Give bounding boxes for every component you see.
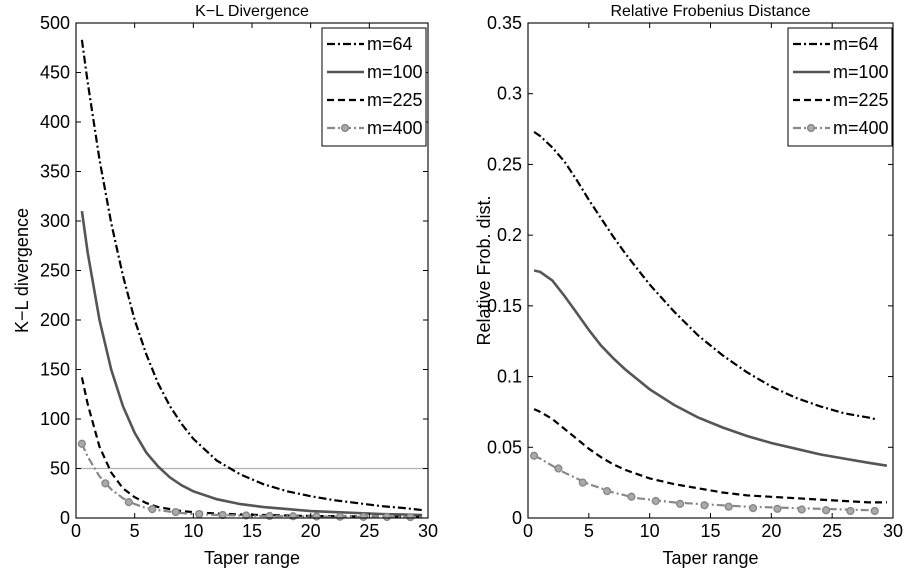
series-line-m-64 (533, 130, 876, 421)
marker-m-400 (101, 479, 110, 488)
marker-m-400 (846, 506, 855, 516)
y-tick-label: 350 (40, 162, 70, 182)
legend-label-m-225: m=225 (367, 90, 423, 110)
marker-m-400 (554, 464, 563, 473)
marker-m-400 (382, 512, 392, 522)
marker-m-400 (406, 513, 415, 522)
legend-label-m-400: m=400 (833, 118, 889, 138)
legend-label-m-64: m=64 (833, 34, 879, 54)
legend-label-m-100: m=100 (367, 62, 423, 82)
x-tick-label: 10 (640, 521, 660, 541)
marker-m-400 (124, 498, 133, 507)
marker-m-400 (627, 492, 636, 501)
x-tick-label: 20 (761, 521, 781, 541)
x-tick-label: 5 (130, 521, 140, 541)
legend: m=64 m=100 m=225 m=400 (321, 27, 427, 147)
y-axis-label: K−L divergence (12, 208, 32, 333)
legend-box (321, 27, 427, 147)
x-tick-label: 20 (301, 521, 321, 541)
y-tick-label: 250 (40, 261, 70, 281)
y-tick-label: 0.05 (487, 437, 522, 457)
x-tick-label: 25 (359, 521, 379, 541)
marker-m-400 (288, 512, 298, 521)
marker-m-400 (724, 502, 733, 511)
y-tick-label: 300 (40, 211, 70, 231)
x-axis-label: Taper range (204, 548, 300, 568)
series-line-m-400 (533, 454, 875, 512)
marker-m-400 (651, 496, 660, 506)
y-tick-label: 0 (512, 508, 522, 528)
chart-title: K−L Divergence (195, 3, 309, 20)
x-tick-label: 5 (584, 521, 594, 541)
marker-m-400 (312, 512, 321, 521)
series-line-m-64 (80, 39, 423, 512)
x-tick-label: 0 (523, 521, 533, 541)
y-tick-label: 50 (50, 459, 70, 479)
y-tick-label: 0.1 (497, 367, 522, 387)
legend-label-m-64: m=64 (367, 34, 413, 54)
marker-m-400 (148, 504, 157, 514)
y-tick-label: 100 (40, 409, 70, 429)
legend-label-m-400: m=400 (367, 118, 423, 138)
marker-m-400 (242, 511, 251, 520)
series-line-m-225 (533, 408, 887, 504)
frobenius-distance-panel: Relative Frobenius Distance 0 5 10 15 20 25 30 0… (474, 3, 903, 568)
marker-m-400 (335, 512, 345, 521)
y-tick-label: 450 (40, 63, 70, 83)
series-line-m-100 (80, 210, 423, 517)
series-line-m-225 (80, 377, 423, 519)
y-tick-label: 0.25 (487, 154, 522, 174)
y-tick-label: 500 (40, 13, 70, 33)
marker-m-400 (870, 506, 879, 516)
y-tick-label: 0.15 (487, 296, 522, 316)
x-tick-label: 30 (883, 521, 903, 541)
x-tick-label: 10 (183, 521, 203, 541)
chart-title: Relative Frobenius Distance (610, 3, 810, 20)
marker-m-400 (359, 512, 368, 522)
marker-m-400 (821, 506, 831, 515)
y-tick-label: 150 (40, 360, 70, 380)
x-tick-label: 30 (418, 521, 438, 541)
marker-m-400 (171, 507, 180, 517)
marker-m-400 (602, 487, 612, 496)
marker-m-400 (748, 504, 758, 513)
x-tick-label: 15 (700, 521, 720, 541)
y-tick-label: 0.3 (497, 84, 522, 104)
y-tick-label: 200 (40, 310, 70, 330)
y-tick-label: 0.2 (497, 225, 522, 245)
legend: m=64 m=100 m=225 m=400 (787, 27, 893, 147)
marker-m-400 (195, 509, 204, 519)
marker-m-400 (77, 439, 86, 448)
x-tick-label: 0 (71, 521, 81, 541)
legend-box (787, 27, 893, 147)
x-tick-label: 15 (242, 521, 262, 541)
series-line-m-400 (80, 443, 423, 519)
y-axis-label: Relative Frob. dist. (474, 195, 494, 345)
y-tick-label: 0 (60, 508, 70, 528)
marker-m-400 (578, 478, 587, 487)
x-axis-label: Taper range (662, 548, 758, 568)
marker-m-400 (700, 501, 709, 510)
marker-m-400 (773, 504, 782, 513)
marker-m-400 (529, 451, 539, 460)
legend-marker (806, 123, 816, 133)
marker-m-400 (218, 510, 227, 520)
y-tick-label: 0.35 (487, 13, 522, 33)
marker-m-400 (797, 505, 806, 514)
series-line-m-100 (533, 269, 888, 467)
y-tick-label: 400 (40, 112, 70, 132)
legend-marker (340, 123, 350, 133)
legend-label-m-100: m=100 (833, 62, 889, 82)
marker-m-400 (675, 499, 685, 508)
x-tick-label: 25 (822, 521, 842, 541)
legend-label-m-225: m=225 (833, 90, 889, 110)
